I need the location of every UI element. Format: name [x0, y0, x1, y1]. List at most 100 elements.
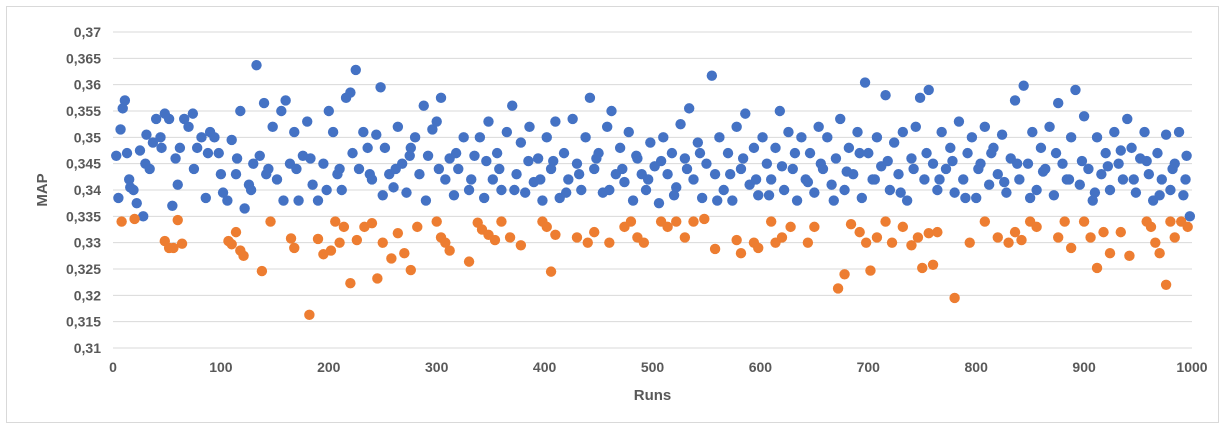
data-point — [1083, 163, 1094, 175]
data-point — [168, 242, 179, 254]
series-2 — [116, 213, 1193, 321]
data-point — [1057, 158, 1068, 169]
data-point — [134, 145, 146, 156]
data-point — [1100, 147, 1111, 159]
data-point — [537, 195, 548, 206]
data-point — [1150, 237, 1161, 248]
data-point — [119, 95, 131, 106]
data-point — [209, 132, 220, 143]
data-point — [1078, 111, 1090, 122]
data-point — [860, 237, 872, 248]
data-point — [491, 147, 503, 159]
data-point — [1001, 187, 1012, 198]
data-point — [809, 221, 820, 233]
data-point — [776, 232, 788, 243]
data-point — [276, 105, 287, 117]
data-point — [312, 195, 324, 206]
data-point — [737, 153, 749, 164]
y-tick-label: 0,335 — [66, 208, 101, 224]
data-point — [117, 103, 128, 114]
data-point — [936, 126, 947, 138]
data-point — [815, 158, 827, 169]
data-point — [923, 84, 934, 96]
data-point — [735, 163, 747, 175]
data-point — [1031, 184, 1042, 196]
data-point — [606, 105, 617, 117]
data-point — [910, 121, 921, 132]
data-point — [1115, 145, 1126, 156]
data-point — [662, 169, 673, 180]
x-tick-label: 800 — [965, 359, 989, 375]
data-point — [1074, 179, 1085, 190]
data-point — [770, 142, 781, 154]
data-point — [1003, 237, 1014, 248]
y-tick-label: 0,31 — [74, 340, 101, 356]
x-tick-label: 400 — [533, 359, 557, 375]
data-point — [338, 221, 350, 233]
data-point — [1169, 232, 1180, 243]
data-point — [750, 174, 762, 185]
data-point — [999, 176, 1010, 188]
data-point — [671, 182, 682, 193]
data-point — [1180, 174, 1191, 185]
gridlines — [113, 31, 1192, 349]
data-point — [679, 232, 691, 243]
data-point — [863, 147, 874, 159]
data-point — [783, 126, 794, 138]
data-point — [155, 132, 166, 143]
data-point — [261, 169, 272, 180]
data-point — [802, 176, 814, 188]
data-point — [727, 195, 738, 206]
data-point — [399, 248, 410, 259]
data-point — [1027, 126, 1038, 138]
data-point — [753, 190, 764, 201]
data-point — [604, 184, 615, 196]
y-axis-ticks: 0,31 0,315 0,32 0,325 0,33 0,335 0,34 0,345 0,35… — [66, 24, 101, 356]
data-point — [1091, 262, 1103, 274]
data-point — [809, 187, 820, 198]
data-point — [265, 216, 276, 227]
data-point — [414, 169, 425, 180]
y-tick-label: 0,34 — [74, 182, 101, 198]
data-point — [960, 192, 971, 204]
data-point — [776, 161, 788, 172]
data-point — [718, 184, 729, 196]
data-point — [953, 116, 965, 127]
data-point — [345, 278, 356, 289]
data-point — [230, 226, 242, 238]
data-point — [683, 103, 695, 114]
data-point — [1098, 226, 1109, 238]
data-point — [431, 216, 442, 227]
data-point — [323, 105, 334, 117]
data-point — [614, 142, 626, 154]
data-point — [235, 105, 246, 117]
data-point — [371, 129, 382, 140]
data-point — [291, 163, 302, 175]
data-point — [927, 259, 939, 270]
data-point — [285, 233, 297, 244]
data-point — [1141, 155, 1152, 167]
data-point — [623, 126, 634, 138]
data-point — [187, 108, 199, 119]
data-point — [458, 132, 469, 143]
data-point — [908, 163, 919, 175]
data-point — [258, 97, 270, 109]
data-point — [996, 129, 1008, 140]
data-point — [541, 221, 552, 233]
data-point — [789, 147, 801, 159]
data-point — [1113, 158, 1124, 169]
data-point — [304, 309, 315, 321]
data-point — [696, 192, 708, 204]
data-point — [222, 195, 233, 206]
data-point — [422, 150, 434, 161]
data-point — [859, 77, 871, 88]
data-point — [293, 195, 304, 206]
data-point — [1076, 155, 1088, 167]
data-point — [196, 132, 207, 143]
data-point — [347, 147, 358, 159]
data-point — [1152, 147, 1163, 159]
data-point — [880, 216, 891, 227]
data-point — [731, 234, 742, 246]
data-point — [619, 176, 630, 188]
data-point — [1009, 95, 1021, 106]
